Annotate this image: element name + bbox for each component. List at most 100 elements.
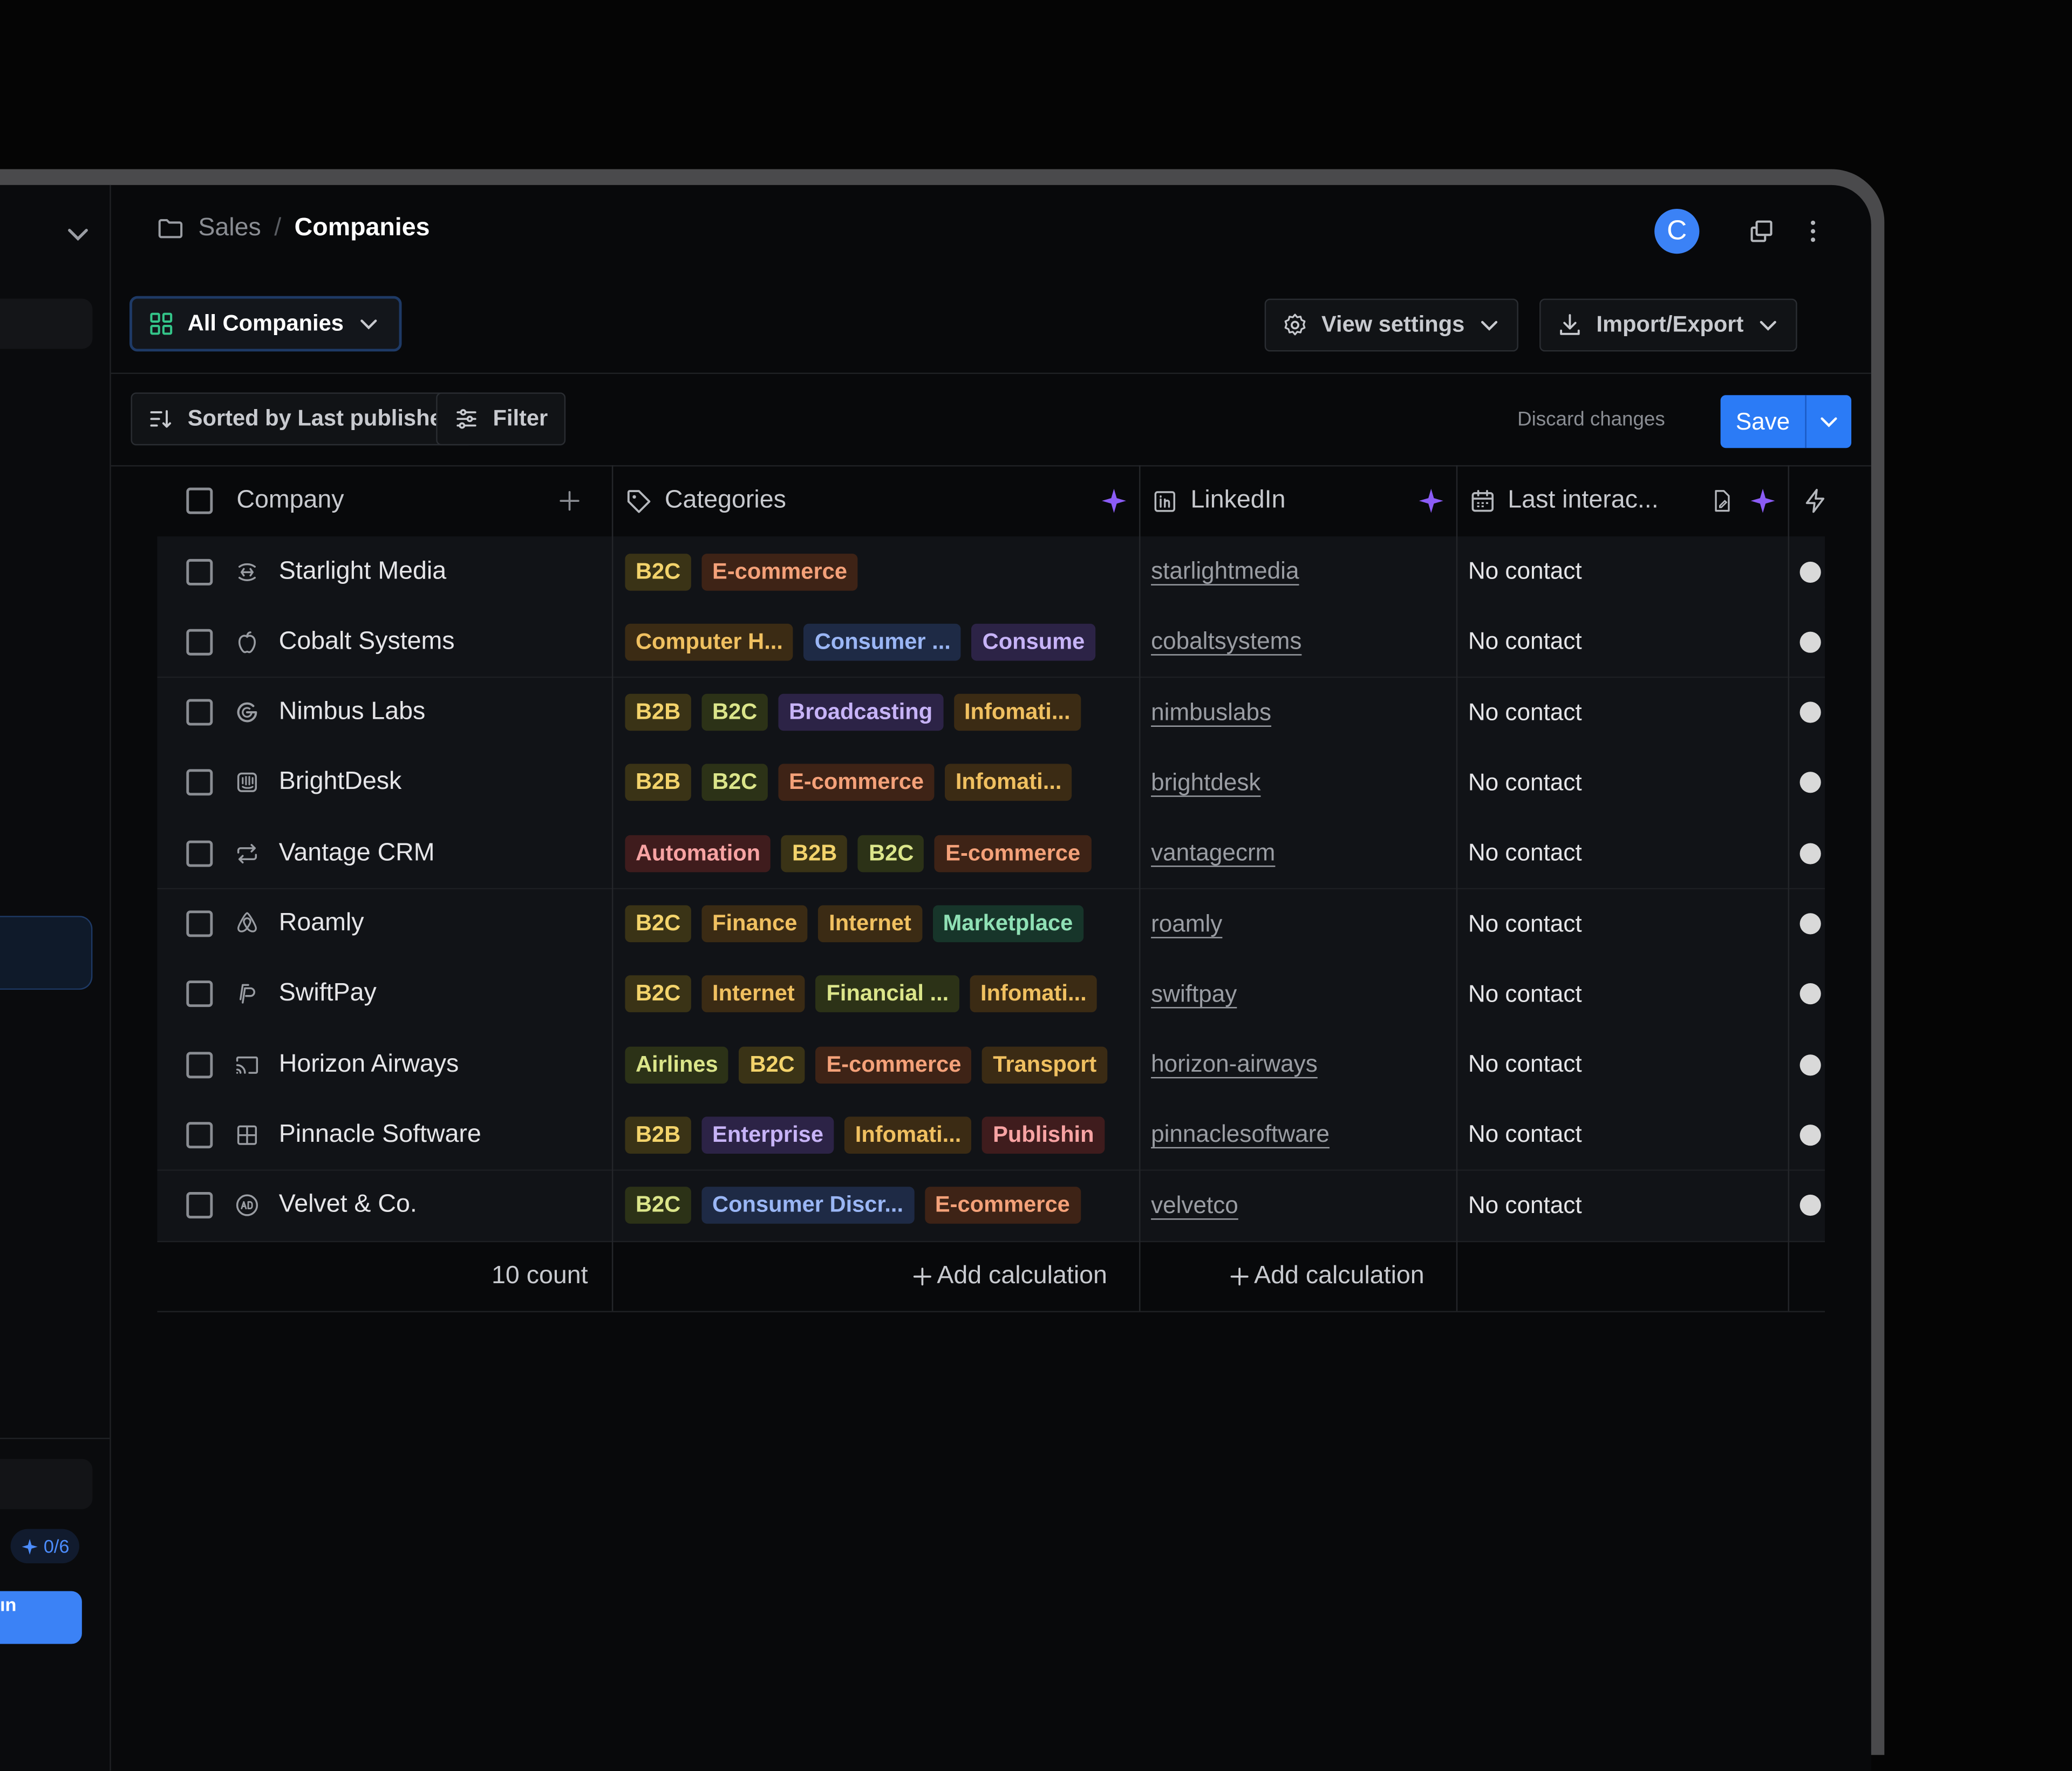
linkedin-link[interactable]: starlightmedia: [1151, 557, 1299, 584]
row-checkbox[interactable]: [186, 889, 213, 959]
file-edit-icon[interactable]: [1710, 489, 1734, 513]
category-tag[interactable]: Consume: [972, 623, 1095, 661]
company-cell[interactable]: Nimbus Labs: [210, 677, 425, 747]
row-checkbox[interactable]: [186, 1030, 213, 1100]
save-options-button[interactable]: [1807, 395, 1851, 448]
category-tag[interactable]: Infomati...: [953, 693, 1081, 731]
category-tag[interactable]: B2B: [625, 1116, 691, 1154]
category-tag[interactable]: Publishin: [982, 1116, 1105, 1154]
last-interaction-cell[interactable]: No contact: [1468, 748, 1582, 818]
filter-button[interactable]: Filter: [436, 392, 565, 446]
import-export-button[interactable]: Import/Export: [1539, 298, 1798, 352]
categories-cell[interactable]: B2C Finance Internet Marketplace: [625, 889, 1083, 959]
linkedin-cell[interactable]: nimbuslabs: [1151, 677, 1271, 747]
linkedin-link[interactable]: velvetco: [1151, 1191, 1238, 1218]
sparkle-icon[interactable]: [1749, 488, 1776, 514]
save-button[interactable]: Save: [1721, 395, 1807, 448]
last-interaction-cell[interactable]: No contact: [1468, 1030, 1582, 1100]
category-tag[interactable]: Financial ...: [815, 976, 959, 1013]
company-cell[interactable]: Pinnacle Software: [210, 1100, 481, 1170]
linkedin-link[interactable]: swiftpay: [1151, 980, 1237, 1007]
category-tag[interactable]: Consumer Discr...: [701, 1187, 914, 1224]
category-tag[interactable]: Consumer ...: [804, 623, 962, 661]
table-row[interactable]: Roamly B2C Finance Internet Marketplace roa…: [157, 888, 1825, 961]
linkedin-link[interactable]: horizon-airways: [1151, 1051, 1318, 1078]
last-interaction-cell[interactable]: No contact: [1468, 1100, 1582, 1170]
column-header-linkedin[interactable]: LinkedIn: [1153, 465, 1285, 536]
linkedin-cell[interactable]: vantagecrm: [1151, 818, 1275, 888]
last-interaction-cell[interactable]: No contact: [1468, 818, 1582, 888]
category-tag[interactable]: Marketplace: [932, 905, 1083, 943]
view-settings-button[interactable]: View settings: [1264, 298, 1519, 352]
category-tag[interactable]: Enterprise: [701, 1116, 834, 1154]
row-checkbox[interactable]: [186, 818, 213, 888]
breadcrumb-parent[interactable]: Sales: [198, 214, 261, 242]
table-row[interactable]: Vantage CRM Automation B2B B2C E-commerce v…: [157, 818, 1825, 890]
column-header-last-interaction[interactable]: Last interac...: [1469, 465, 1659, 536]
category-tag[interactable]: B2B: [625, 693, 691, 731]
sparkle-icon[interactable]: [1101, 488, 1127, 514]
categories-cell[interactable]: Airlines B2C E-commerce Transport: [625, 1030, 1107, 1100]
category-tag[interactable]: E-commerce: [815, 1046, 972, 1084]
last-interaction-cell[interactable]: No contact: [1468, 959, 1582, 1029]
category-tag[interactable]: Finance: [701, 905, 808, 943]
add-calculation-linkedin[interactable]: Add calculation: [1228, 1241, 1424, 1311]
row-checkbox[interactable]: [186, 1100, 213, 1170]
last-interaction-cell[interactable]: No contact: [1468, 1170, 1582, 1241]
categories-cell[interactable]: B2B B2C E-commerce Infomati...: [625, 748, 1073, 818]
discard-changes-link[interactable]: Discard changes: [1517, 408, 1665, 431]
category-tag[interactable]: B2C: [625, 905, 691, 943]
category-tag[interactable]: B2C: [858, 835, 924, 872]
company-cell[interactable]: BrightDesk: [210, 748, 401, 818]
linkedin-link[interactable]: pinnaclesoftware: [1151, 1121, 1330, 1148]
row-checkbox[interactable]: [186, 536, 213, 607]
select-all-checkbox[interactable]: [186, 465, 213, 536]
sparkle-icon[interactable]: [1418, 488, 1444, 514]
company-cell[interactable]: Velvet & Co.: [210, 1170, 417, 1241]
categories-cell[interactable]: B2C E-commerce: [625, 536, 858, 607]
category-tag[interactable]: B2C: [625, 1187, 691, 1224]
category-tag[interactable]: E-commerce: [701, 553, 858, 590]
linkedin-cell[interactable]: pinnaclesoftware: [1151, 1100, 1330, 1170]
column-header-company[interactable]: Company: [236, 465, 344, 536]
linkedin-cell[interactable]: velvetco: [1151, 1170, 1238, 1241]
linkedin-cell[interactable]: brightdesk: [1151, 748, 1260, 818]
row-checkbox[interactable]: [186, 748, 213, 818]
last-interaction-cell[interactable]: No contact: [1468, 536, 1582, 607]
linkedin-link[interactable]: cobaltsystems: [1151, 628, 1302, 655]
linkedin-link[interactable]: roamly: [1151, 910, 1223, 937]
table-row[interactable]: Pinnacle Software B2B Enterprise Infomati.…: [157, 1100, 1825, 1171]
sidebar-field[interactable]: [0, 1459, 93, 1509]
company-cell[interactable]: Vantage CRM: [210, 818, 435, 888]
company-cell[interactable]: Cobalt Systems: [210, 607, 455, 677]
sidebar-item-active[interactable]: [0, 916, 93, 990]
category-tag[interactable]: Infomati...: [945, 764, 1073, 802]
category-tag[interactable]: B2B: [781, 835, 848, 872]
add-calculation-categories[interactable]: Add calculation: [910, 1241, 1107, 1311]
category-tag[interactable]: Automation: [625, 835, 771, 872]
categories-cell[interactable]: Computer H... Consumer ... Consume: [625, 607, 1095, 677]
category-tag[interactable]: Internet: [701, 976, 806, 1013]
linkedin-link[interactable]: nimbuslabs: [1151, 698, 1272, 725]
avatar[interactable]: C: [1654, 208, 1700, 254]
table-row[interactable]: Horizon Airways Airlines B2C E-commerce Tra…: [157, 1030, 1825, 1101]
category-tag[interactable]: Infomati...: [970, 976, 1098, 1013]
category-tag[interactable]: Internet: [818, 905, 922, 943]
last-interaction-cell[interactable]: No contact: [1468, 607, 1582, 677]
categories-cell[interactable]: B2C Internet Financial ... Infomati...: [625, 959, 1098, 1029]
linkedin-cell[interactable]: roamly: [1151, 889, 1222, 959]
linkedin-link[interactable]: vantagecrm: [1151, 839, 1276, 866]
category-tag[interactable]: B2B: [625, 764, 691, 802]
add-column-icon[interactable]: [556, 488, 583, 514]
category-tag[interactable]: E-commerce: [935, 835, 1091, 872]
company-cell[interactable]: SwiftPay: [210, 959, 377, 1029]
category-tag[interactable]: Broadcasting: [778, 693, 943, 731]
table-row[interactable]: Nimbus Labs B2B B2C Broadcasting Infomati..…: [157, 677, 1825, 749]
last-interaction-cell[interactable]: No contact: [1468, 889, 1582, 959]
sidebar-primary-button[interactable]: ın: [0, 1591, 82, 1644]
category-tag[interactable]: E-commerce: [924, 1187, 1081, 1224]
more-vertical-icon[interactable]: [1798, 217, 1828, 246]
linkedin-cell[interactable]: cobaltsystems: [1151, 607, 1301, 677]
row-checkbox[interactable]: [186, 607, 213, 677]
category-tag[interactable]: Infomati...: [844, 1116, 972, 1154]
